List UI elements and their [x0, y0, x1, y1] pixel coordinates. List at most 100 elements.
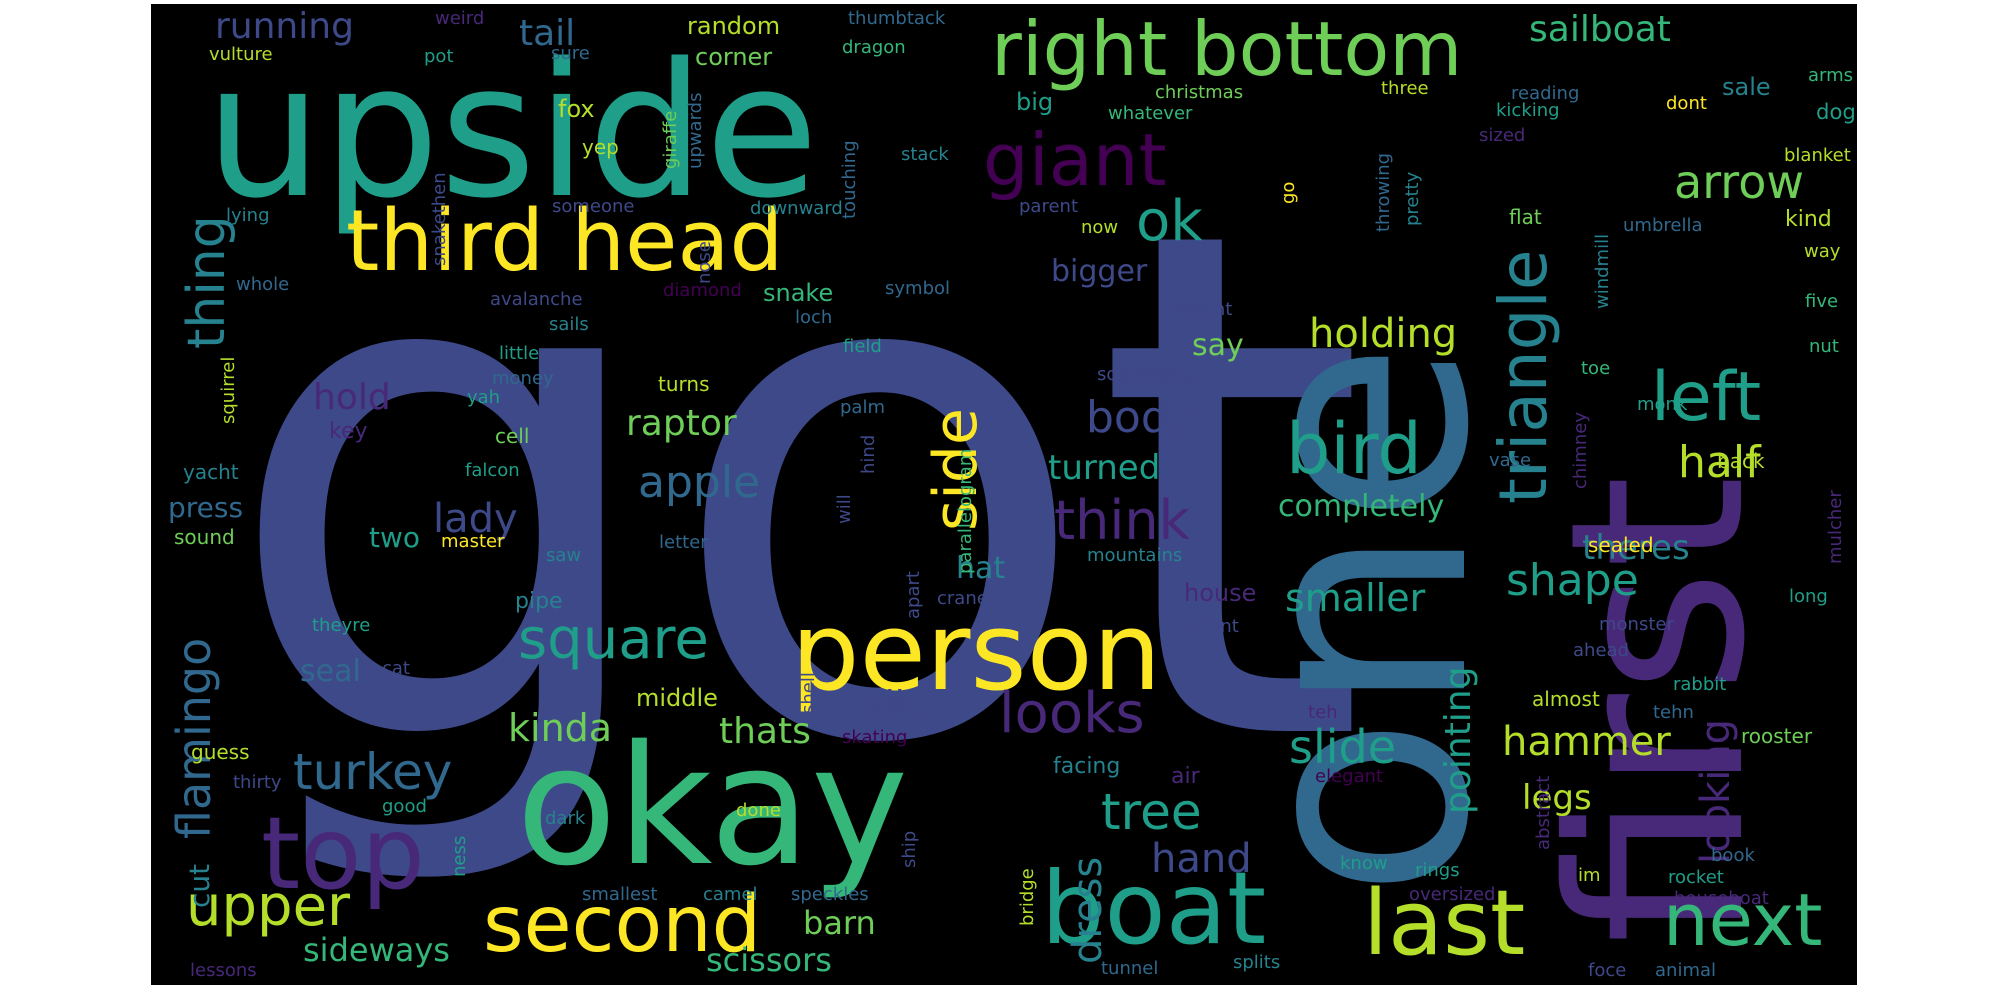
word-apple: apple: [638, 457, 761, 508]
word-ahead: ahead: [1573, 640, 1629, 661]
word-flat: flat: [1509, 205, 1542, 229]
word-hand: hand: [1151, 836, 1252, 882]
word-pointing: pointing: [1438, 666, 1479, 814]
word-book: book: [1711, 845, 1755, 866]
word-cell: cell: [495, 424, 530, 448]
word-yacht: yacht: [183, 460, 239, 484]
word-completely: completely: [1278, 489, 1445, 524]
word-next: next: [1663, 878, 1823, 962]
word-mulcher: mulcher: [1825, 490, 1846, 564]
word-monster: monster: [1599, 614, 1674, 635]
word-sized: sized: [1479, 125, 1526, 146]
word-symbol: symbol: [885, 278, 951, 299]
word-alright: alright: [1174, 299, 1233, 320]
word-field: field: [843, 336, 882, 357]
word-squirrel: squirrel: [218, 356, 239, 424]
word-middle: middle: [636, 684, 718, 712]
word-little: little: [499, 343, 540, 364]
word-bird: bird: [1286, 408, 1422, 490]
word-chimney: chimney: [1570, 412, 1591, 489]
word-vulture: vulture: [209, 44, 273, 65]
word-toe: toe: [1581, 358, 1611, 379]
word-rings: rings: [1415, 860, 1460, 881]
word-umbrella: umbrella: [1623, 215, 1703, 236]
word-slip: slip: [866, 684, 928, 725]
word-oversized: oversized: [1409, 884, 1496, 905]
word-yep: yep: [582, 135, 619, 159]
word-back: back: [1717, 449, 1765, 473]
word-avalanche: avalanche: [490, 289, 583, 310]
word-dog: dog: [1816, 99, 1856, 124]
word-vase: vase: [1489, 450, 1532, 471]
word-palm: palm: [840, 397, 885, 418]
word-teh: teh: [1308, 702, 1338, 723]
word-looking: looking: [1693, 718, 1739, 864]
word-press: press: [168, 491, 244, 524]
word-christmas: christmas: [1155, 82, 1244, 103]
word-thing: thing: [177, 215, 237, 349]
word-camel: camel: [703, 884, 758, 905]
word-dress: dress: [1065, 856, 1111, 964]
word-think: think: [1054, 489, 1190, 552]
word-elegant: elegant: [1315, 766, 1384, 787]
word-someone: someone: [552, 196, 635, 217]
word-sure: sure: [551, 43, 590, 64]
word-sideways: sideways: [303, 931, 450, 969]
word-got: got: [221, 82, 1369, 897]
word-abstract: abstract: [1533, 775, 1554, 850]
word-flamingo: flamingo: [167, 637, 221, 839]
word-crane: crane: [937, 588, 988, 609]
word-skating: skating: [842, 727, 908, 748]
word-dont: dont: [1666, 93, 1707, 114]
word-turkey: turkey: [293, 743, 453, 801]
word-pipe: pipe: [515, 589, 563, 614]
word-good: good: [382, 796, 427, 817]
word-thumbtack: thumbtack: [848, 8, 946, 29]
word-shape: shape: [1506, 555, 1639, 606]
word-arms: arms: [1808, 65, 1854, 86]
word-tunnel: tunnel: [1101, 958, 1159, 979]
word-hind: hind: [858, 434, 879, 474]
word-legs: legs: [1522, 778, 1592, 818]
word-lessons: lessons: [190, 960, 257, 981]
word-letter: letter: [659, 532, 708, 553]
word-front: front: [1196, 616, 1239, 637]
word-rooster: rooster: [1741, 724, 1813, 748]
word-pretty: pretty: [1402, 171, 1423, 226]
word-bigger: bigger: [1051, 254, 1148, 289]
word-whatever: whatever: [1108, 103, 1193, 124]
word-downward: downward: [750, 198, 843, 219]
word-weird: weird: [435, 8, 485, 29]
word-third-head: third head: [346, 192, 784, 291]
word-touching: touching: [839, 140, 860, 219]
word-done: done: [736, 800, 781, 821]
word-sale: sale: [1722, 73, 1771, 101]
word-parent: parent: [1019, 196, 1079, 217]
word-yah: yah: [467, 387, 501, 408]
word-tree: tree: [1101, 783, 1202, 841]
word-arrow: arrow: [1674, 155, 1804, 209]
word-cut: cut: [183, 863, 216, 908]
word-nose: nose: [694, 241, 715, 284]
word-tehn: tehn: [1653, 702, 1694, 723]
word-smallest: smallest: [582, 884, 658, 905]
word-thirty: thirty: [233, 772, 282, 793]
word-nut: nut: [1809, 336, 1839, 357]
word-right-bottom: right bottom: [991, 5, 1463, 93]
word-ok: ok: [1136, 189, 1203, 254]
word-sailboat: sailboat: [1529, 9, 1671, 50]
word-long: long: [1789, 586, 1828, 607]
word-cloud: got one first upside okay person boat to…: [151, 4, 1857, 985]
word-holding: holding: [1309, 311, 1458, 357]
word-slide: slide: [1289, 720, 1397, 774]
word-half: half: [1678, 437, 1761, 488]
word-facing: facing: [1053, 754, 1121, 779]
word-im: im: [1578, 865, 1601, 886]
word-kinda: kinda: [508, 706, 613, 750]
word-looks: looks: [999, 681, 1145, 746]
word-fox: fox: [558, 95, 595, 123]
word-lying: lying: [226, 205, 270, 226]
word-monk: monk: [1637, 394, 1688, 415]
word-pot: pot: [424, 46, 454, 67]
word-something: something: [1097, 364, 1193, 385]
